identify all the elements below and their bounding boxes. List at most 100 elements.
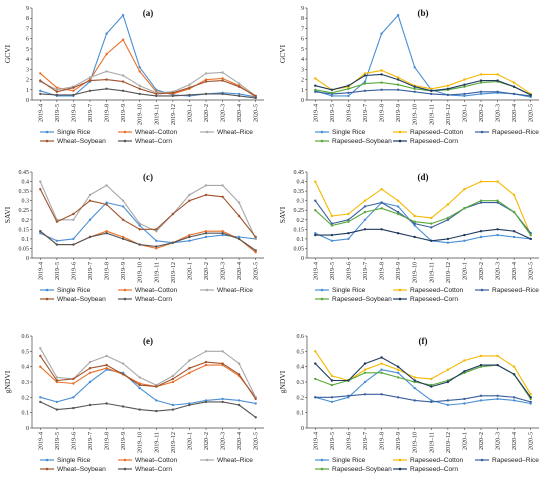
x-tick-label: 2019–9 <box>396 432 402 450</box>
data-point <box>463 397 466 401</box>
legend-marker <box>45 467 49 471</box>
x-tick-label: 2019–9 <box>396 104 402 122</box>
data-point <box>512 92 516 96</box>
x-tick-label: 2019–9 <box>396 262 402 280</box>
data-point <box>479 90 483 94</box>
series-line <box>315 369 531 406</box>
x-tick-label: 2020–1 <box>187 262 193 280</box>
data-point <box>39 354 42 358</box>
data-point <box>496 79 499 82</box>
data-point <box>254 416 257 419</box>
legend-item: Wheat–Rice <box>200 287 253 294</box>
y-tick-label: 0.6 <box>297 334 305 340</box>
legend-item: Rapeseed–Corn <box>393 296 458 303</box>
legend-item: Wheat–Corn <box>118 466 172 473</box>
series-wheat-cotton <box>39 38 257 99</box>
panel-title: (e) <box>143 336 153 346</box>
data-point <box>121 405 125 408</box>
data-point <box>254 96 257 100</box>
series-line <box>314 200 532 234</box>
y-tick-label: 0.2 <box>297 395 305 401</box>
data-point <box>221 397 224 401</box>
x-tick-label: 2020–2 <box>204 432 210 450</box>
data-point <box>55 408 59 411</box>
data-point <box>430 400 433 404</box>
legend-item: Rapeseed–Soybean <box>315 466 392 473</box>
x-tick-label: 2019–9 <box>121 262 127 280</box>
data-point <box>430 222 433 225</box>
legend-item: Wheat–Rice <box>200 457 253 464</box>
panel-e: 0 0.1 0.2 0.3 0.4 0.5 0.6 gNDVI 2019–4 2019–5 2019… <box>3 334 264 473</box>
data-point <box>463 188 466 191</box>
data-point <box>155 385 158 388</box>
series-rapeseed-cotton <box>314 180 532 237</box>
data-point <box>105 87 108 91</box>
series-wheat-rice <box>39 70 257 98</box>
data-point <box>171 94 175 98</box>
y-tick-label: 8 <box>26 16 29 22</box>
data-point <box>72 382 75 385</box>
x-tick-label: 2020–2 <box>204 262 210 280</box>
x-tick-label: 2020–3 <box>496 432 502 450</box>
data-point <box>446 403 450 407</box>
data-point <box>138 66 141 69</box>
data-point <box>347 220 350 223</box>
legend-label: Rapeseed–Soybean <box>332 466 392 473</box>
data-point <box>314 232 317 235</box>
data-point <box>347 232 350 235</box>
data-point <box>39 396 42 399</box>
data-point <box>237 201 241 204</box>
data-point <box>413 87 416 91</box>
series-rapeseed-cotton <box>314 350 532 396</box>
data-point <box>105 203 108 206</box>
data-point <box>105 32 108 35</box>
panel-c: 0 0.05 0.1 0.15 0.2 0.25 0.3 0.35 0.4 0.45 SAVI 201… <box>3 170 264 303</box>
data-point <box>204 235 208 239</box>
y-tick-label: 0.5 <box>297 349 305 355</box>
data-point <box>430 226 433 229</box>
data-point <box>347 94 350 98</box>
data-point <box>188 367 191 370</box>
data-point <box>330 91 334 95</box>
data-point <box>413 220 416 223</box>
data-point <box>188 403 191 407</box>
x-tick-label: 2019–12 <box>171 262 177 283</box>
data-point <box>396 371 400 374</box>
x-tick-label: 2019–6 <box>346 104 352 122</box>
x-tick-label: 2019–12 <box>446 262 452 283</box>
series-wheat-soybean <box>39 354 257 401</box>
data-point <box>479 180 483 183</box>
data-point <box>88 89 92 93</box>
legend-label: Rapeseed–Rice <box>492 457 539 464</box>
x-tick-label: 2019–10 <box>413 432 419 453</box>
legend-marker <box>45 288 49 292</box>
y-tick-label: 0 <box>301 426 304 432</box>
data-point <box>314 180 317 183</box>
data-point <box>413 222 416 225</box>
data-point <box>221 362 224 365</box>
data-point <box>413 379 416 382</box>
data-point <box>138 224 141 227</box>
legend-label: Rapeseed–Cotton <box>410 129 463 136</box>
data-point <box>479 199 483 202</box>
data-point <box>314 209 317 212</box>
panel-f: 0 0.1 0.2 0.3 0.4 0.5 0.6 gNDVI 2019–4 2019–5 2019… <box>278 334 539 473</box>
data-point <box>121 362 125 365</box>
x-tick-label: 2019–11 <box>154 262 160 283</box>
x-tick-label: 2019–8 <box>380 432 386 450</box>
data-point <box>380 356 383 359</box>
x-tick-label: 2020–1 <box>187 432 193 450</box>
data-point <box>463 370 466 373</box>
data-point <box>55 376 59 379</box>
data-point <box>138 386 141 390</box>
y-tick-label: 2 <box>301 78 304 84</box>
data-point <box>88 193 92 197</box>
data-point <box>463 94 466 98</box>
data-point <box>39 72 42 75</box>
data-point <box>363 89 367 93</box>
data-point <box>88 380 92 384</box>
data-point <box>121 237 125 241</box>
data-point <box>479 73 483 76</box>
data-point <box>221 71 224 74</box>
data-point <box>330 224 334 227</box>
